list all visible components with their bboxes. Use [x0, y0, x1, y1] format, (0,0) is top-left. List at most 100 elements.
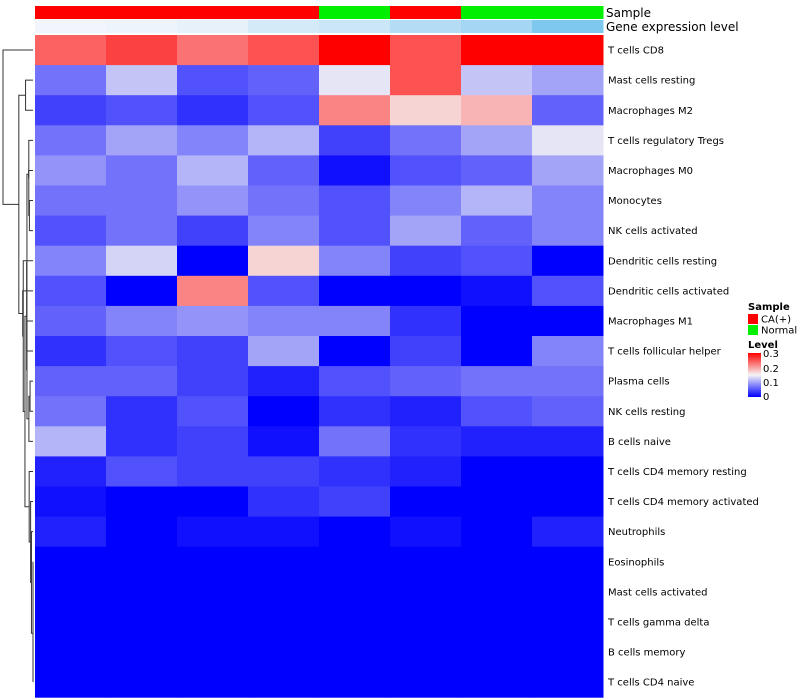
row-label: T cells gamma delta	[607, 617, 709, 628]
cell-r4-c7	[461, 125, 533, 156]
row-dendrogram	[2, 49, 34, 683]
row-label: Monocytes	[608, 196, 662, 207]
cell-r10-c8	[532, 305, 604, 337]
cell-r9-c4	[248, 275, 320, 307]
row-label: T cells CD4 memory activated	[607, 497, 759, 508]
cell-r15-c1	[35, 456, 107, 487]
row-label: Neutrophils	[608, 527, 665, 538]
expression-bar-col-7	[461, 20, 533, 33]
cell-r4-c6	[390, 125, 462, 156]
cell-r17-c5	[319, 516, 391, 548]
row-label: NK cells activated	[608, 226, 698, 237]
expression-bar-col-1	[35, 20, 107, 33]
cell-r16-c1	[35, 486, 107, 518]
cell-r9-c7	[461, 275, 533, 307]
cell-r2-c8	[532, 65, 604, 96]
cell-r13-c2	[106, 396, 178, 427]
row-label: B cells naive	[608, 437, 671, 448]
cell-r13-c3	[177, 396, 249, 427]
dendrogram-branch-14	[26, 173, 33, 352]
row-label: Macrophages M0	[608, 166, 693, 177]
cell-r6-c3	[177, 185, 249, 217]
cell-r16-c8	[532, 486, 604, 518]
dendrogram-branch-12	[28, 169, 33, 179]
cell-r13-c7	[461, 396, 533, 427]
cell-r12-c5	[319, 366, 391, 397]
sample-bar-col-2	[106, 6, 178, 19]
cell-r12-c8	[532, 366, 604, 397]
cell-r11-c4	[248, 336, 320, 367]
cell-r16-c7	[461, 486, 533, 518]
cell-r6-c5	[319, 185, 391, 217]
cell-r7-c7	[461, 215, 533, 247]
row-label: T cells CD4 memory resting	[607, 467, 747, 478]
legend-normal-swatch	[748, 325, 758, 335]
cell-r22-c2	[106, 667, 178, 698]
cell-r20-c2	[106, 606, 178, 638]
dendrogram-branch-19	[22, 290, 33, 337]
cell-r3-c5	[319, 95, 391, 126]
cell-r10-c6	[390, 305, 462, 337]
column-annotation-tracks	[35, 6, 604, 33]
cell-r18-c4	[248, 546, 320, 578]
cell-r14-c1	[35, 426, 107, 457]
cell-r19-c4	[248, 576, 320, 608]
cell-r12-c4	[248, 366, 320, 397]
cell-r3-c6	[390, 95, 462, 126]
cell-r16-c6	[390, 486, 462, 518]
cell-r15-c4	[248, 456, 320, 487]
sample-bar-col-8	[532, 6, 604, 19]
cell-r6-c8	[532, 185, 604, 217]
expression-bar-col-5	[319, 20, 391, 33]
cell-r21-c5	[319, 637, 391, 668]
cell-r8-c8	[532, 245, 604, 277]
cell-r9-c2	[106, 275, 178, 307]
cell-r7-c2	[106, 215, 178, 247]
cell-r20-c3	[177, 606, 249, 638]
cell-r7-c8	[532, 215, 604, 247]
cell-r17-c7	[461, 516, 533, 548]
dendrogram-branch-16	[25, 79, 33, 111]
cell-r19-c7	[461, 576, 533, 608]
cell-r2-c7	[461, 65, 533, 96]
sample-bar-col-6	[390, 6, 462, 19]
cell-r20-c8	[532, 606, 604, 638]
cell-r17-c8	[532, 516, 604, 548]
cell-r14-c6	[390, 426, 462, 457]
cell-r5-c8	[532, 155, 604, 186]
cell-r11-c1	[35, 336, 107, 367]
cell-r10-c4	[248, 305, 320, 337]
sample-bar-col-1	[35, 6, 107, 19]
cell-r15-c6	[390, 456, 462, 487]
cell-r13-c1	[35, 396, 107, 427]
cell-r5-c5	[319, 155, 391, 186]
cell-r17-c4	[248, 516, 320, 548]
cell-r18-c7	[461, 546, 533, 578]
cell-r11-c6	[390, 336, 462, 367]
cell-r9-c8	[532, 275, 604, 307]
cell-r11-c2	[106, 336, 178, 367]
row-label: Macrophages M2	[608, 106, 693, 117]
cell-r1-c4	[248, 35, 320, 66]
legend-ca-label: CA(+)	[761, 315, 791, 326]
cell-r22-c3	[177, 667, 249, 698]
cell-r6-c1	[35, 185, 107, 217]
cell-r21-c6	[390, 637, 462, 668]
row-label: Dendritic cells activated	[608, 286, 729, 297]
cell-r21-c7	[461, 637, 533, 668]
cell-r10-c7	[461, 305, 533, 337]
cell-r10-c2	[106, 305, 178, 337]
cell-r2-c2	[106, 65, 178, 96]
row-label: Mast cells resting	[608, 76, 695, 87]
row-label: Eosinophils	[608, 557, 664, 568]
cell-r13-c8	[532, 396, 604, 427]
cell-r4-c4	[248, 125, 320, 156]
dendrogram-branch-7	[29, 380, 33, 412]
cell-r1-c8	[532, 35, 604, 66]
expression-bar-col-3	[177, 20, 249, 33]
cell-r22-c4	[248, 667, 320, 698]
cell-r9-c5	[319, 275, 391, 307]
row-label: B cells memory	[608, 648, 685, 659]
cell-r19-c1	[35, 576, 107, 608]
cell-r20-c5	[319, 606, 391, 638]
